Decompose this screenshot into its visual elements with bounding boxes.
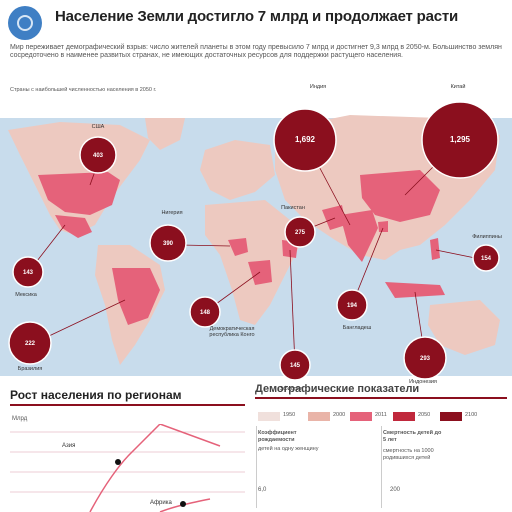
mortality-title: Смертность детей до 5 лет [383, 430, 442, 443]
bubble-value-china: 1,295 [450, 135, 471, 144]
asia-growth-line [89, 424, 221, 512]
bubble-usa [79, 136, 117, 174]
bubble-mexico [12, 256, 44, 288]
growth-y-label: Млрд [12, 416, 28, 422]
brazil-highlight [112, 268, 160, 325]
country-label-usa: США [91, 124, 105, 130]
bubble-china [421, 101, 499, 179]
page-title: Население Земли достигло 7 млрд и продол… [55, 8, 459, 25]
country-label-bangladesh: Бангладеш [342, 325, 372, 331]
legend-swatch-2011 [350, 412, 372, 421]
legend-swatch-2000 [308, 412, 330, 421]
growth-title-rule [10, 404, 245, 406]
mortality-value: 200 [390, 487, 401, 493]
country-label-drc: Демократическая республика Конго [209, 326, 255, 338]
growth-title: Рост населения по регионам [10, 388, 182, 402]
china-highlight [360, 170, 440, 222]
fertility-desc: детей на одну женщину [258, 446, 319, 452]
country-label-china: Китай [450, 84, 466, 90]
country-label-india: Индия [309, 84, 327, 90]
europe-land [200, 140, 275, 200]
philippines-highlight [430, 238, 440, 260]
bubble-value-usa: 403 [93, 153, 104, 159]
bubble-value-india: 1,692 [295, 135, 316, 144]
legend-swatch-2050 [393, 412, 415, 421]
bubble-ethiopia [279, 349, 311, 380]
country-label-nigeria: Нигерия [161, 210, 183, 216]
population-bubbles: 1,692 1,295 403 390 275 143 222 148 145 194 154 293 [8, 101, 500, 380]
drc-highlight [248, 260, 272, 285]
australia-land [428, 300, 500, 355]
bubble-bangladesh [336, 289, 368, 321]
demographics-title-rule [255, 397, 507, 399]
world-map: 1,692 1,295 403 390 275 143 222 148 145 194 154 293 [0, 101, 512, 380]
bubble-value-philippines: 154 [481, 256, 492, 262]
legend-swatch-2100 [440, 412, 462, 421]
country-label-ethiopia: Эфиопия [279, 386, 303, 392]
country-label-brazil: Бразилия [17, 366, 43, 372]
india-highlight [340, 210, 378, 262]
growth-chart [10, 424, 245, 512]
demographics-title: Демографические показатели [255, 383, 420, 395]
growth-gridlines [10, 431, 245, 493]
bubble-value-drc: 148 [200, 310, 211, 316]
bubble-value-nigeria: 390 [163, 241, 174, 247]
asia-marker [115, 459, 121, 465]
mortality-desc: смертность на 1000 родившихся детей [383, 448, 434, 461]
bubble-value-mexico: 143 [23, 270, 34, 276]
indonesia-highlight [385, 282, 445, 298]
legend-label-2050: 2050 [418, 412, 431, 418]
africa-marker [180, 501, 186, 507]
country-label-pakistan: Пакистан [281, 205, 305, 211]
mortality-axis [381, 426, 382, 508]
fertility-value: 6,0 [258, 487, 267, 493]
bubble-value-ethiopia: 145 [290, 363, 301, 369]
bubble-value-indonesia: 293 [420, 356, 431, 362]
bubble-brazil [8, 321, 52, 365]
bubble-drc [189, 296, 221, 328]
legend-label-2000: 2000 [333, 412, 346, 418]
bubble-value-bangladesh: 194 [347, 303, 358, 309]
country-label-indonesia: Индонезия [409, 379, 437, 385]
bubble-philippines [472, 244, 500, 272]
bubble-indonesia [403, 336, 447, 380]
map-note: Страны с наибольшей численностью населен… [10, 87, 157, 93]
legend-label-2100: 2100 [465, 412, 478, 418]
greenland-land [145, 118, 185, 150]
legend-label-2011: 2011 [375, 412, 387, 418]
bubble-nigeria [149, 224, 187, 262]
un-logo [8, 6, 42, 40]
country-label-mexico: Мексика [15, 292, 37, 298]
legend-swatch-1950 [258, 412, 280, 421]
africa-series-label: Африка [150, 500, 172, 506]
mexico-highlight [55, 215, 92, 238]
pakistan-highlight [322, 205, 346, 230]
bubble-value-brazil: 222 [25, 341, 36, 347]
bangladesh-highlight [378, 221, 388, 232]
legend-label-1950: 1950 [283, 412, 296, 418]
intro-text: Мир переживает демографический взрыв: чи… [10, 44, 502, 59]
country-label-philippines: Филиппины [472, 234, 502, 240]
nigeria-highlight [228, 238, 248, 256]
usa-highlight [38, 172, 120, 215]
fertility-title: Коэффициент рождаемости [258, 430, 297, 443]
bubble-india [273, 108, 337, 172]
fertility-axis [256, 426, 257, 508]
bubble-value-pakistan: 275 [295, 230, 306, 236]
asia-series-label: Азия [62, 443, 76, 449]
bubble-pakistan [284, 216, 316, 248]
